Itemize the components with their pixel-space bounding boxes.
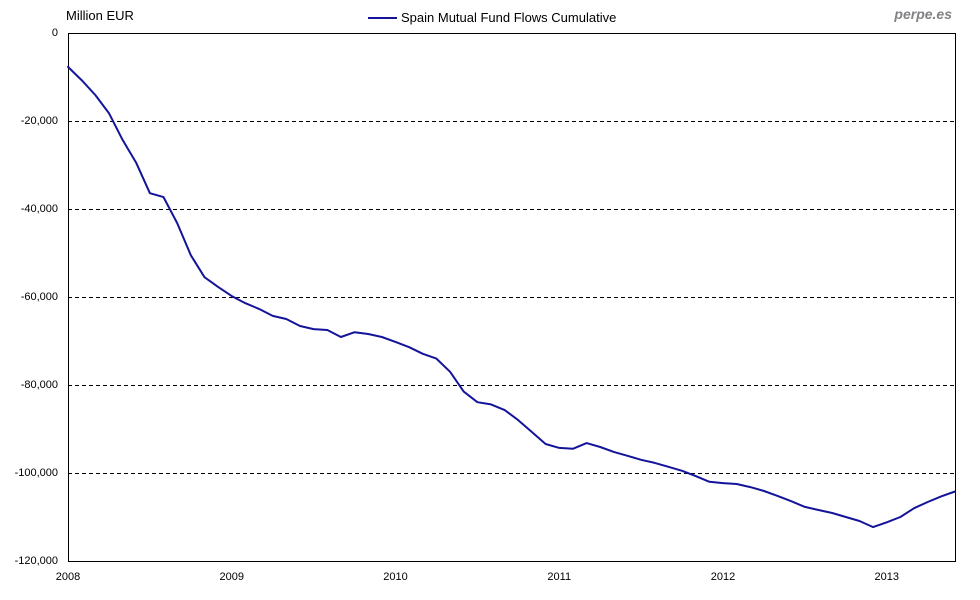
legend-label: Spain Mutual Fund Flows Cumulative [401,10,617,25]
brand-watermark: perpe.es [894,6,952,22]
legend: Spain Mutual Fund Flows Cumulative [368,10,616,26]
x-tick-label: 2013 [874,571,899,583]
x-tick-label: 2011 [547,571,572,583]
y-tick-label: -40,000 [20,202,58,215]
y-tick-label: -120,000 [14,554,58,567]
plot-border [68,33,956,562]
x-tick-label: 2012 [710,571,736,583]
x-tick-label: 2008 [55,571,81,583]
y-tick-label: -60,000 [20,290,58,303]
x-tick-label: 2009 [219,571,244,583]
x-tick-label: 2010 [383,571,408,583]
y-tick-label: -20,000 [20,114,58,127]
y-tick-label: -80,000 [20,378,58,391]
y-tick-label: -100,000 [14,466,58,479]
flows-line [67,65,956,529]
legend-line-swatch [368,17,397,19]
y-axis-title: Million EUR [66,8,134,23]
y-tick-label: 0 [51,26,58,39]
